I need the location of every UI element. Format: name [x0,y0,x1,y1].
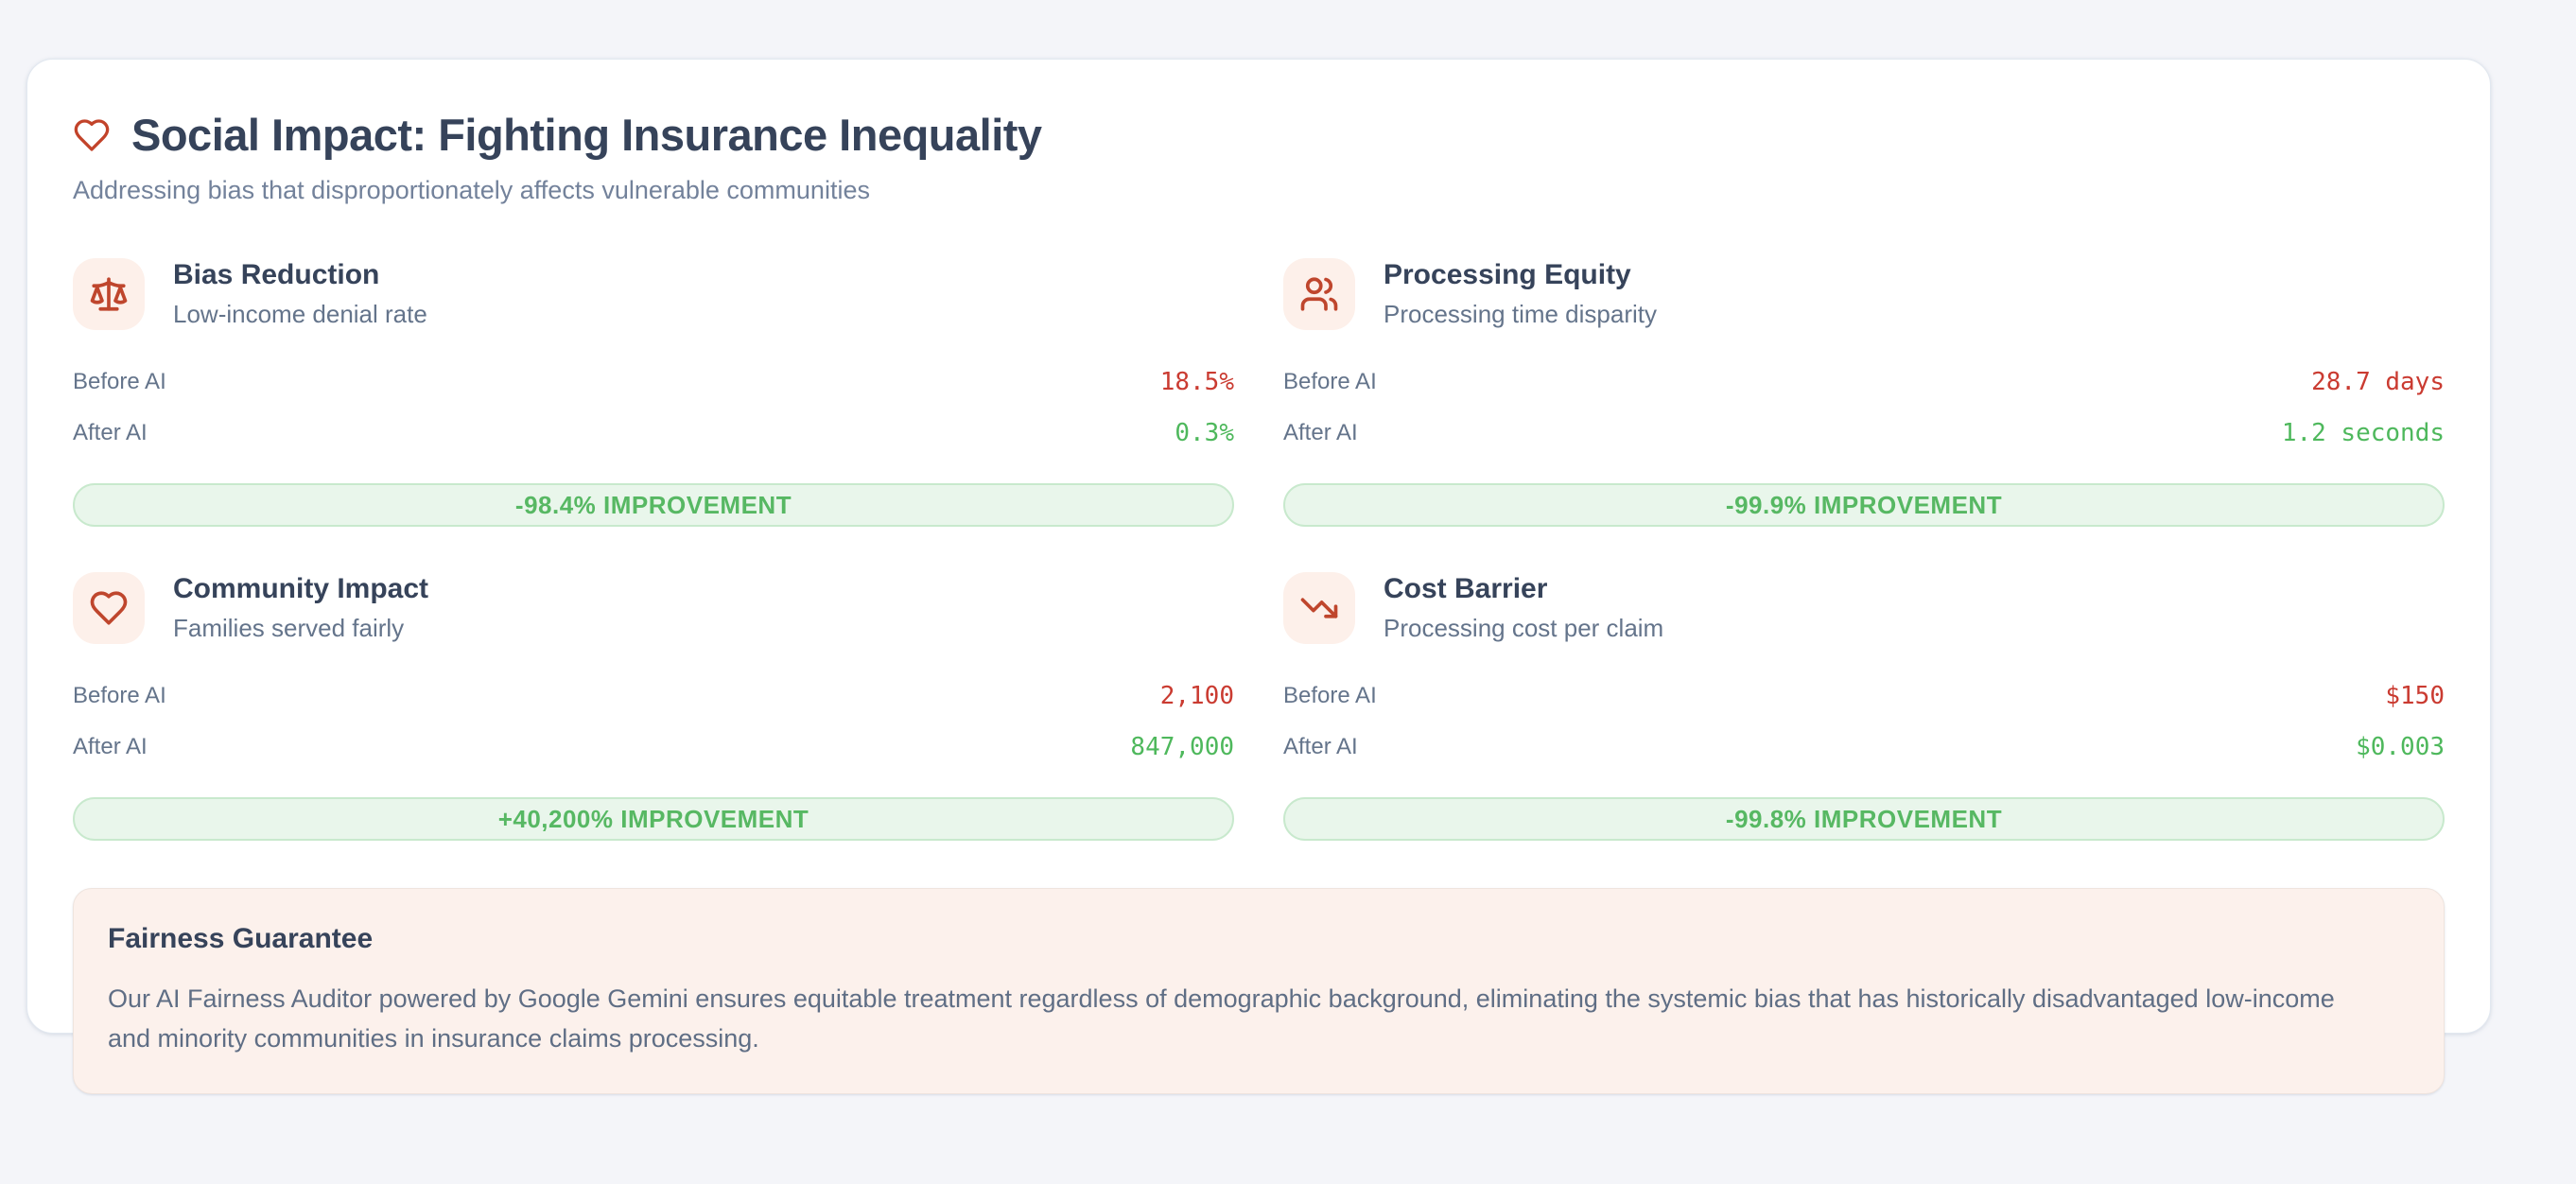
page-subtitle: Addressing bias that disproportionately … [73,176,870,204]
row-label: Before AI [73,683,166,708]
row-label: Before AI [73,369,166,394]
row-value: 18.5% [1159,368,1234,396]
row-label: After AI [1283,420,1358,445]
metric-subtitle: Processing time disparity [1384,300,1657,328]
metric-title: Bias Reduction [173,259,380,290]
metric-card-community-impact: Community Impact Families served fairly … [73,572,1234,841]
row-label: Before AI [1283,683,1377,708]
metric-icon-tile [1283,258,1355,330]
metric-title: Processing Equity [1384,259,1631,290]
row-label: Before AI [1283,369,1377,394]
metric-titles: Cost Barrier Processing cost per claim [1384,573,1663,643]
metric-titles: Bias Reduction Low-income denial rate [173,259,427,329]
metric-card-processing-equity: Processing Equity Processing time dispar… [1283,258,2445,527]
metric-header: Cost Barrier Processing cost per claim [1283,572,2445,644]
social-impact-panel: Social Impact: Fighting Insurance Inequa… [26,59,2491,1094]
before-ai-row: Before AI 28.7 days [1283,357,2445,408]
metric-subtitle: Families served fairly [173,614,405,642]
after-ai-row: After AI 1.2 seconds [1283,408,2445,459]
metric-subtitle: Processing cost per claim [1384,614,1664,642]
before-ai-row: Before AI 2,100 [73,670,1234,722]
metric-titles: Processing Equity Processing time dispar… [1384,259,1657,329]
metrics-grid: Bias Reduction Low-income denial rate Be… [73,258,2445,841]
row-value: 28.7 days [2311,368,2445,396]
row-value: 847,000 [1130,733,1234,761]
before-ai-row: Before AI $150 [1283,670,2445,722]
metric-rows: Before AI 2,100 After AI 847,000 [73,670,1234,773]
row-label: After AI [73,420,148,445]
page-header: Social Impact: Fighting Insurance Inequa… [73,109,2445,161]
row-value: 1.2 seconds [2281,419,2445,447]
after-ai-row: After AI $0.003 [1283,722,2445,773]
metric-title: Community Impact [173,573,429,604]
page-title: Social Impact: Fighting Insurance Inequa… [131,110,1042,160]
after-ai-row: After AI 0.3% [73,408,1234,459]
fairness-guarantee-box: Fairness Guarantee Our AI Fairness Audit… [73,888,2445,1094]
metric-rows: Before AI $150 After AI $0.003 [1283,670,2445,773]
metric-header: Bias Reduction Low-income denial rate [73,258,1234,330]
metric-titles: Community Impact Families served fairly [173,573,428,643]
fairness-body: Our AI Fairness Auditor powered by Googl… [108,984,2335,1053]
metric-icon-tile [1283,572,1355,644]
metric-card-cost-barrier: Cost Barrier Processing cost per claim B… [1283,572,2445,841]
scale-icon [90,277,128,311]
row-label: After AI [1283,734,1358,759]
metric-rows: Before AI 18.5% After AI 0.3% [73,357,1234,459]
metric-header: Processing Equity Processing time dispar… [1283,258,2445,330]
improvement-badge: -99.9% IMPROVEMENT [1283,483,2445,527]
trending-down-icon [1300,598,1338,618]
users-icon [1300,277,1338,311]
heart-icon [90,591,128,625]
fairness-title: Fairness Guarantee [108,923,374,954]
metric-icon-tile [73,258,145,330]
improvement-badge: -99.8% IMPROVEMENT [1283,797,2445,841]
row-value: 2,100 [1159,682,1234,710]
row-value: 0.3% [1175,419,1234,447]
row-value: $150 [2385,682,2445,710]
improvement-badge: +40,200% IMPROVEMENT [73,797,1234,841]
metric-subtitle: Low-income denial rate [173,300,427,328]
after-ai-row: After AI 847,000 [73,722,1234,773]
row-value: $0.003 [2356,733,2445,761]
metric-card-bias-reduction: Bias Reduction Low-income denial rate Be… [73,258,1234,527]
metric-rows: Before AI 28.7 days After AI 1.2 seconds [1283,357,2445,459]
metric-title: Cost Barrier [1384,573,1548,604]
metric-header: Community Impact Families served fairly [73,572,1234,644]
metric-icon-tile [73,572,145,644]
row-label: After AI [73,734,148,759]
before-ai-row: Before AI 18.5% [73,357,1234,408]
improvement-badge: -98.4% IMPROVEMENT [73,483,1234,527]
heart-icon [74,118,110,151]
